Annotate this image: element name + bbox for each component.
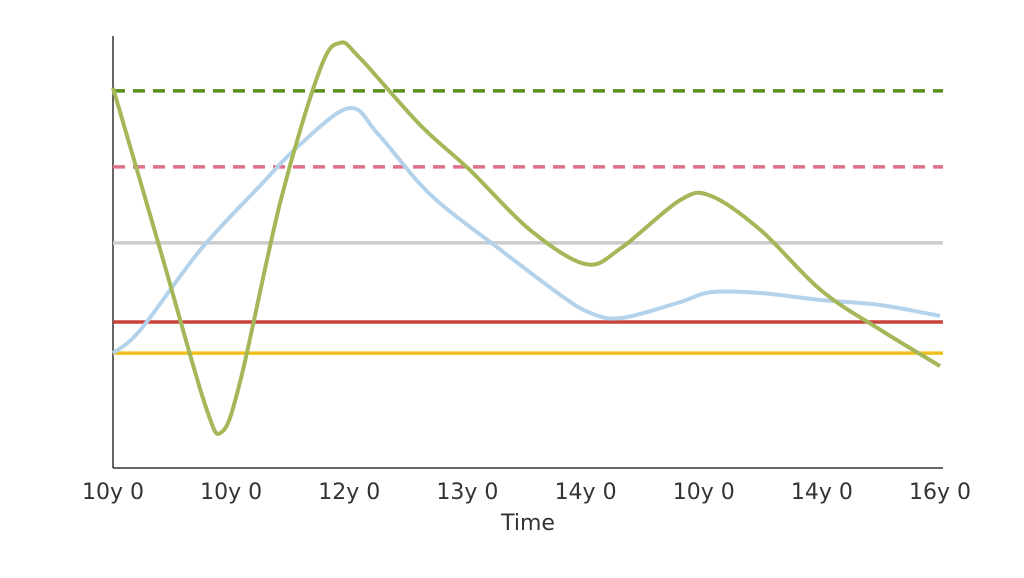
data-line (111, 106, 941, 355)
x-tick-label: 14y 0 (555, 480, 617, 505)
x-tick-label: 13y 0 (436, 480, 498, 505)
x-tick-label: 12y 0 (318, 480, 380, 505)
x-tick-label: 14y 0 (791, 480, 853, 505)
x-tick-label: 10y 0 (673, 480, 735, 505)
x-tick-label: 16y 0 (909, 480, 971, 505)
x-tick-label: 10y 0 (82, 480, 144, 505)
x-tick-label: 10y 0 (200, 480, 262, 505)
data-line (111, 40, 942, 436)
x-axis-title: Time (500, 511, 555, 536)
